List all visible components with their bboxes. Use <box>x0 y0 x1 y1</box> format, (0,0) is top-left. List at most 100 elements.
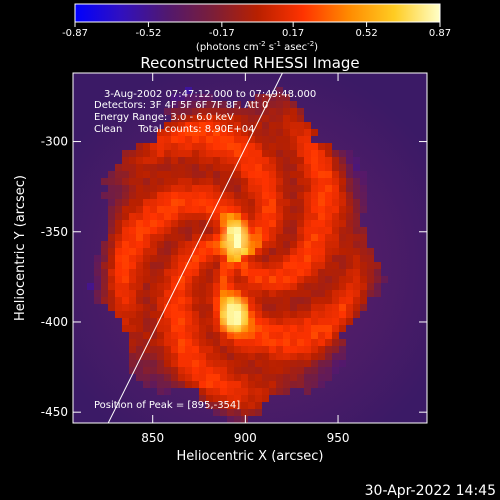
heatmap-cell <box>304 262 311 269</box>
heatmap-cell <box>136 199 143 206</box>
heatmap-cell <box>311 311 318 318</box>
heatmap-cell <box>136 353 143 360</box>
heatmap-cell <box>171 248 178 255</box>
heatmap-cell <box>136 178 143 185</box>
heatmap-cell <box>227 402 234 409</box>
heatmap-cell <box>136 346 143 353</box>
heatmap-cell <box>234 290 241 297</box>
heatmap-cell <box>360 185 367 192</box>
heatmap-cell <box>248 220 255 227</box>
heatmap-cell <box>129 283 136 290</box>
heatmap-cell <box>171 143 178 150</box>
heatmap-cell <box>318 353 325 360</box>
heatmap-cell <box>241 129 248 136</box>
heatmap-cell <box>185 304 192 311</box>
heatmap-cell <box>213 346 220 353</box>
heatmap-cell <box>129 178 136 185</box>
heatmap-cell <box>248 409 255 416</box>
heatmap-cell <box>332 290 339 297</box>
heatmap-cell <box>304 283 311 290</box>
heatmap-cell <box>290 199 297 206</box>
heatmap-cell <box>248 402 255 409</box>
heatmap-cell <box>276 129 283 136</box>
heatmap-cell <box>220 164 227 171</box>
heatmap-cell <box>339 353 346 360</box>
heatmap-cell <box>276 276 283 283</box>
heatmap-cell <box>171 192 178 199</box>
heatmap-cell <box>234 269 241 276</box>
heatmap-cell <box>185 360 192 367</box>
heatmap-cell <box>213 402 220 409</box>
heatmap-cell <box>157 234 164 241</box>
heatmap-cell <box>185 276 192 283</box>
heatmap-cell <box>255 290 262 297</box>
heatmap-cell <box>311 304 318 311</box>
heatmap-cell <box>199 101 206 108</box>
heatmap-cell <box>297 276 304 283</box>
heatmap-cell <box>241 122 248 129</box>
heatmap-cell <box>150 360 157 367</box>
heatmap-cell <box>360 199 367 206</box>
heatmap-cell <box>269 283 276 290</box>
heatmap-cell <box>220 178 227 185</box>
heatmap-cell <box>220 227 227 234</box>
heatmap-cell <box>318 346 325 353</box>
heatmap-cell <box>318 276 325 283</box>
heatmap-cell <box>276 269 283 276</box>
heatmap-cell <box>206 136 213 143</box>
heatmap-cell <box>325 311 332 318</box>
heatmap-cell <box>157 171 164 178</box>
heatmap-cell <box>185 290 192 297</box>
heatmap-cell <box>220 262 227 269</box>
heatmap-cell <box>164 164 171 171</box>
heatmap-cell <box>164 381 171 388</box>
heatmap-cell <box>276 388 283 395</box>
heatmap-cell <box>297 185 304 192</box>
heatmap-cell <box>122 269 129 276</box>
heatmap-cell <box>269 360 276 367</box>
heatmap-cell <box>290 192 297 199</box>
heatmap-cell <box>346 304 353 311</box>
heatmap-cell <box>283 185 290 192</box>
heatmap-cell <box>136 192 143 199</box>
heatmap-cell <box>227 157 234 164</box>
heatmap-cell <box>255 388 262 395</box>
heatmap-cell <box>255 353 262 360</box>
heatmap-cell <box>318 381 325 388</box>
heatmap-cell <box>234 374 241 381</box>
heatmap-cell <box>199 199 206 206</box>
heatmap-cell <box>122 276 129 283</box>
heatmap-cell <box>353 283 360 290</box>
heatmap-cell <box>346 234 353 241</box>
heatmap-cell <box>304 360 311 367</box>
heatmap-cell <box>143 311 150 318</box>
heatmap-cell <box>143 318 150 325</box>
heatmap-cell <box>178 108 185 115</box>
heatmap-cell <box>199 346 206 353</box>
heatmap-cell <box>283 164 290 171</box>
heatmap-cell <box>213 332 220 339</box>
heatmap-cell <box>241 178 248 185</box>
heatmap-cell <box>276 199 283 206</box>
heatmap-cell <box>325 171 332 178</box>
heatmap-cell <box>248 262 255 269</box>
heatmap-cell <box>206 360 213 367</box>
heatmap-cell <box>178 157 185 164</box>
heatmap-cell <box>220 171 227 178</box>
heatmap-cell <box>262 206 269 213</box>
heatmap-cell <box>248 269 255 276</box>
heatmap-cell <box>185 87 192 94</box>
heatmap-cell <box>332 269 339 276</box>
heatmap-cell <box>185 255 192 262</box>
heatmap-cell <box>269 248 276 255</box>
heatmap-cell <box>297 283 304 290</box>
heatmap-cell <box>157 262 164 269</box>
heatmap-cell <box>283 199 290 206</box>
heatmap-cell <box>178 122 185 129</box>
heatmap-cell <box>157 241 164 248</box>
heatmap-cell <box>311 255 318 262</box>
heatmap-cell <box>164 206 171 213</box>
heatmap-cell <box>227 374 234 381</box>
heatmap-cell <box>332 304 339 311</box>
heatmap-cell <box>283 318 290 325</box>
